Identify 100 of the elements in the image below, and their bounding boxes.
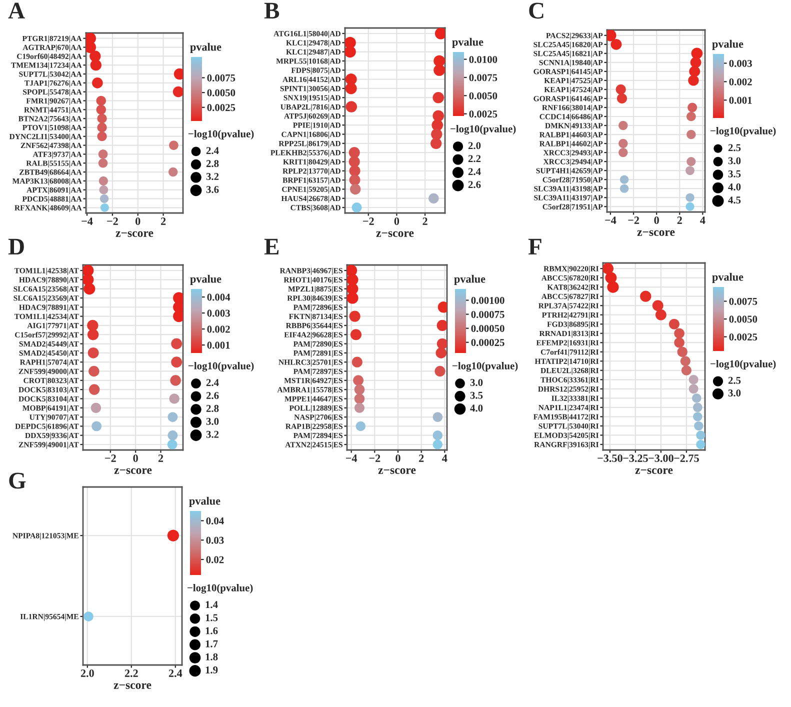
x-tick-label: 2	[422, 218, 428, 225]
legend-label: 2.6	[468, 181, 481, 188]
color-bar-label: 0.0100	[469, 56, 498, 64]
legend-label: 2.4	[206, 147, 219, 154]
legend-label: 3.0	[728, 157, 741, 164]
legend-label: 2.0	[468, 142, 481, 150]
color-bar-label: 0.02	[206, 556, 224, 564]
legend-label: 3.6	[206, 186, 219, 194]
legend-label: 2.4	[468, 168, 481, 176]
color-bar-label: 0.03	[206, 536, 224, 544]
x-tick-label: −4	[605, 216, 616, 224]
x-tick-label: −2	[369, 454, 380, 462]
chart-title: A	[8, 2, 25, 18]
x-tick-label: 4	[700, 216, 706, 224]
legend-title: −log10(pvalue)	[450, 125, 516, 135]
color-bar-label: 0.004	[207, 294, 230, 301]
color-bar-label: 0.04	[206, 517, 224, 524]
legend-title: −log10(pvalue)	[188, 130, 254, 140]
legend-label: 1.8	[206, 653, 218, 660]
x-axis-title: z−score	[114, 683, 152, 689]
legend-label: 2.8	[206, 404, 219, 412]
legend-title: −log10(pvalue)	[452, 362, 518, 372]
legend-label: 3.0	[206, 418, 219, 425]
legend-label: 1.4	[206, 601, 218, 608]
color-bar-label: 0.0075	[729, 298, 758, 305]
legend-label: 4.0	[728, 183, 741, 190]
color-bar-label: 0.0025	[207, 104, 236, 112]
legend-label: 3.0	[470, 378, 483, 386]
legend-label: 3.2	[206, 173, 219, 180]
color-bar-title: pvalue	[190, 274, 222, 285]
x-tick-label: −4	[346, 454, 358, 462]
x-axis-title: z−score	[376, 231, 414, 237]
x-tick-label: −2	[107, 218, 118, 225]
color-bar-label: 0.0075	[469, 74, 498, 82]
x-tick-label: 0	[133, 454, 138, 462]
x-tick-label: 4	[442, 454, 448, 462]
color-bar-label: 0.002	[729, 78, 752, 86]
color-bar-label: 0.00100	[471, 296, 504, 304]
color-bar-label: 0.0025	[469, 110, 498, 118]
chart-title: B	[264, 2, 280, 18]
x-tick-label: −3.50	[598, 454, 622, 462]
x-tick-label: 2	[677, 216, 682, 224]
chart-title: E	[264, 238, 279, 254]
x-tick-label: 2.0	[80, 669, 94, 678]
color-bar-label: 0.001	[729, 96, 752, 104]
legend-title: −log10(pvalue)	[188, 584, 253, 594]
x-tick-label: 0	[396, 454, 400, 462]
x-tick-label: −2	[105, 454, 116, 462]
x-tick-label: 2.2	[124, 670, 138, 678]
color-bar-label: 0.002	[207, 326, 230, 333]
x-tick-label: −2	[363, 218, 374, 225]
x-tick-label: −3.25	[623, 454, 648, 462]
color-bar-label: 0.00025	[471, 339, 504, 346]
x-tick-label: 2	[419, 454, 424, 462]
color-bar-title: pvalue	[454, 274, 486, 285]
color-bar-label: 0.0050	[207, 89, 236, 96]
color-bar-title: pvalue	[190, 42, 222, 53]
legend-title: −log10(pvalue)	[188, 362, 254, 372]
legend-label: 4.0	[470, 404, 483, 412]
legend-label: 1.5	[206, 614, 218, 622]
chart-title: D	[8, 238, 24, 254]
legend-title: −log10(pvalue)	[710, 127, 776, 137]
x-axis-title: z−score	[635, 468, 673, 474]
color-bar-label: 0.00050	[471, 324, 504, 332]
x-tick-label: −2.75	[674, 454, 699, 462]
color-bar-label: 0.0050	[729, 316, 758, 323]
legend-label: 1.6	[206, 627, 218, 634]
x-axis-title: z−score	[116, 231, 154, 237]
x-tick-label: 0	[136, 217, 140, 225]
color-bar-title: pvalue	[712, 40, 744, 50]
x-tick-label: 2	[160, 218, 166, 225]
x-axis-title: z−score	[637, 230, 675, 236]
x-tick-label: −3.00	[648, 454, 674, 462]
legend-label: 2.4	[206, 379, 219, 386]
legend-title: −log10(pvalue)	[710, 360, 776, 370]
x-tick-label: 2	[158, 454, 164, 462]
legend-label: 3.5	[728, 170, 741, 178]
color-bar-label: 0.003	[207, 310, 230, 317]
color-bar-label: 0.0050	[469, 92, 498, 100]
x-axis-title: z−score	[114, 468, 152, 474]
legend-label: 3.5	[470, 392, 483, 399]
legend-label: 2.6	[206, 392, 219, 400]
color-bar-label: 0.0075	[207, 74, 236, 82]
legend-label: 2.5	[728, 376, 741, 384]
color-bar-label: 0.003	[729, 60, 752, 67]
legend-label: 2.2	[468, 155, 481, 162]
color-bar-title: pvalue	[189, 496, 220, 507]
chart-title: G	[9, 472, 26, 489]
x-tick-label: 2.4	[168, 670, 182, 678]
legend-label: 3.2	[206, 430, 219, 438]
legend-label: 2.5	[728, 144, 741, 152]
legend-label: 4.5	[728, 196, 741, 204]
x-tick-label: −4	[82, 218, 93, 225]
legend-label: 2.8	[206, 160, 219, 168]
legend-label: 3.0	[728, 389, 741, 397]
color-bar-label: 0.00075	[471, 310, 504, 318]
legend-label: 1.9	[206, 666, 218, 674]
color-bar-label: 0.001	[207, 342, 230, 349]
chart-title: F	[528, 238, 542, 254]
x-tick-label: 0	[394, 217, 400, 225]
